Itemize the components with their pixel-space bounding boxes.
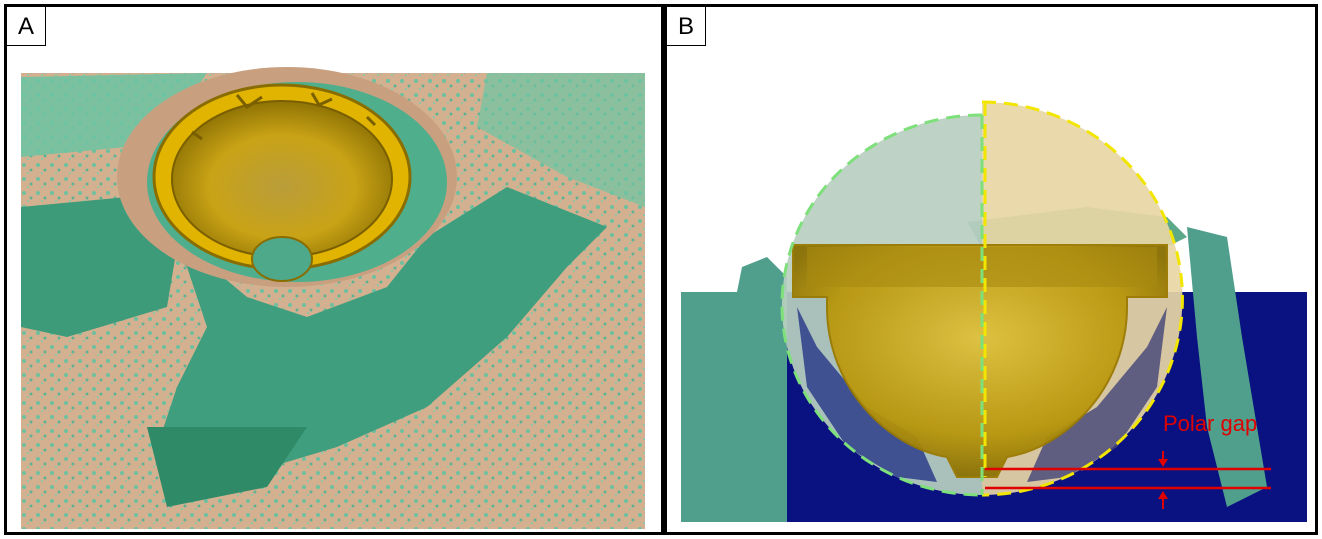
panel-b: Polar gap B (664, 4, 1318, 535)
cup-notches (191, 92, 377, 141)
scan-patch (477, 73, 645, 207)
panel-a-render (21, 67, 645, 529)
implant-circle-outline (981, 100, 1185, 497)
dome-hole (251, 236, 313, 282)
cup-rim-section (807, 247, 1157, 287)
scan-patch (21, 73, 207, 157)
cup-inner (171, 100, 393, 258)
ilium-scan (117, 187, 607, 477)
section-shadow (1027, 307, 1167, 482)
polar-gap-label: Polar gap (1163, 411, 1257, 436)
panel-b-render: Polar gap (681, 100, 1307, 522)
bone-section-right (1187, 227, 1267, 507)
scan-patch (21, 197, 177, 337)
panel-a: A (4, 4, 664, 535)
preop-circle-outline (780, 113, 983, 497)
panel-b-label: B (667, 7, 706, 46)
ilium-scan (147, 427, 307, 507)
cup-section (792, 244, 1168, 478)
panel-a-label: A (7, 7, 46, 46)
gap-arrowhead-top (1158, 459, 1168, 467)
gap-arrowhead-bottom (1158, 491, 1168, 499)
bone-section-left (681, 257, 787, 522)
